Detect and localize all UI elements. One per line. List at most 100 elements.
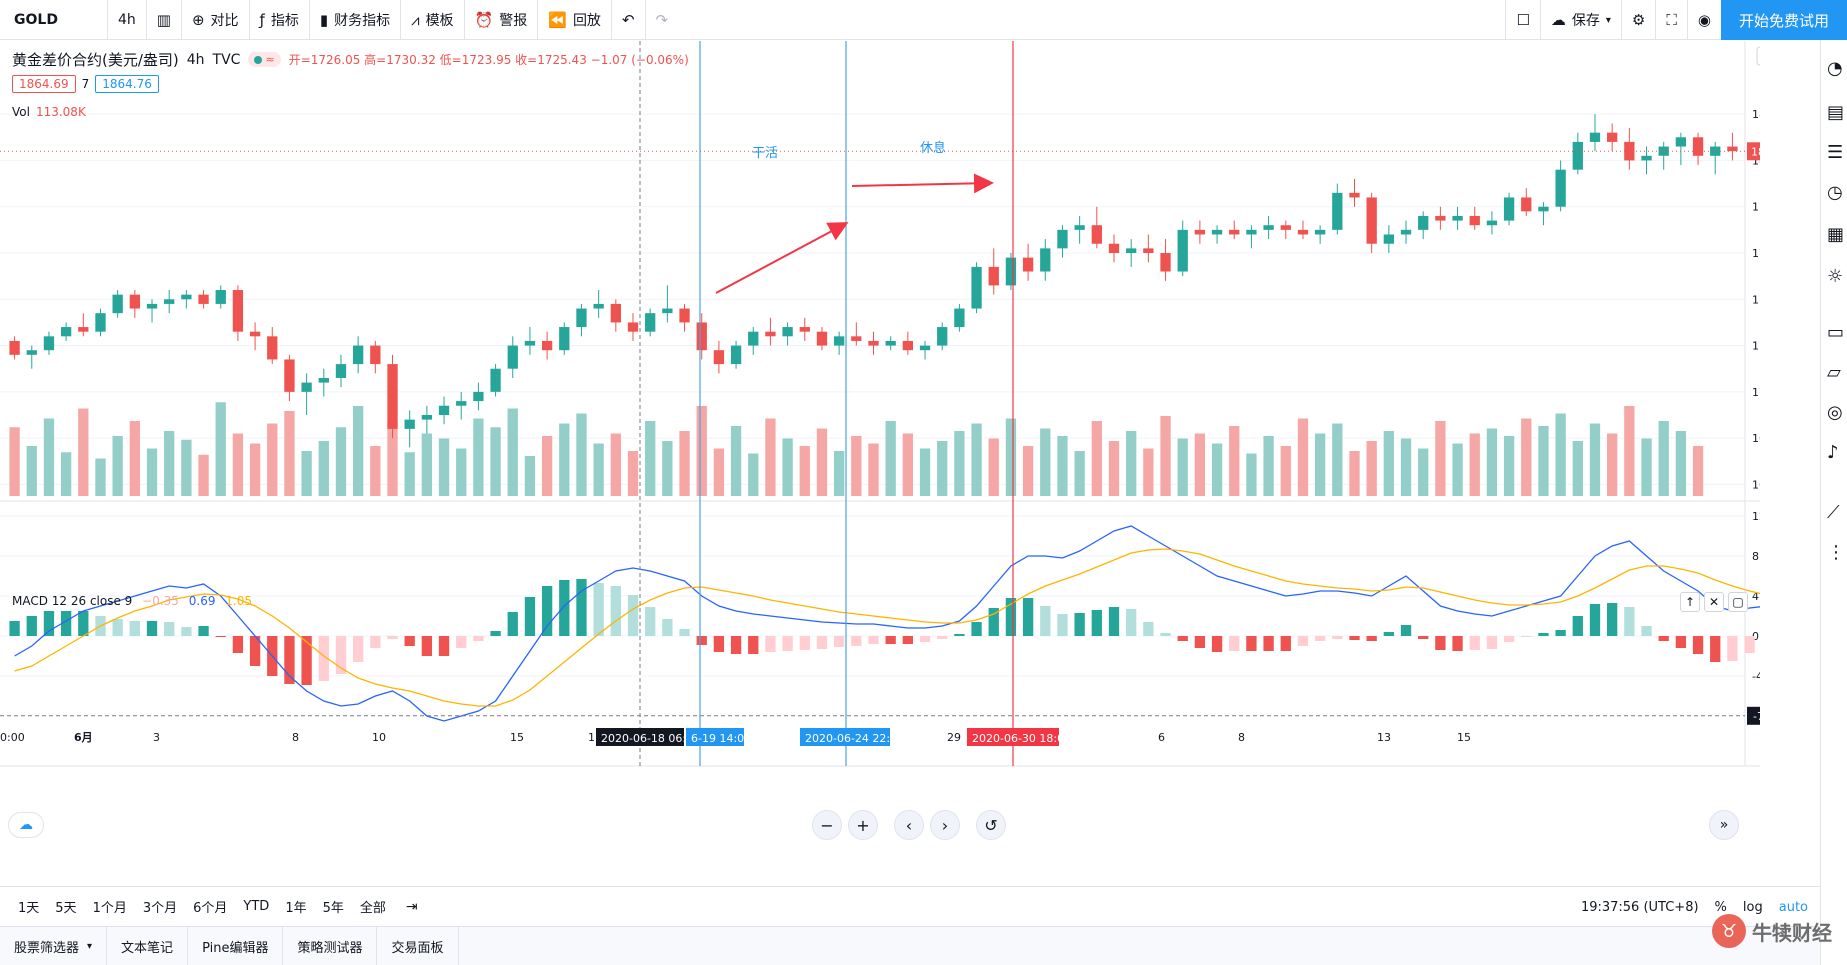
undo-button[interactable]: ↶ [612,0,646,40]
redo-button[interactable]: ↷ [646,0,679,40]
bar-chart-icon: ▮ [319,10,329,29]
volume-bar [1658,421,1669,496]
compare-button[interactable]: ⊕ 对比 [182,0,250,40]
ideas-icon[interactable]: ☼ [1827,266,1844,287]
candle-body [919,345,931,351]
volume-bar [198,454,209,496]
tradingview-logo[interactable]: ☁ [8,812,44,838]
symbol-search[interactable]: GOLD [0,0,108,40]
macd-pane-controls: ↑ ✕ ▢ [1680,592,1748,612]
volume-bar [748,453,759,496]
pane-close-button[interactable]: ✕ [1704,592,1724,612]
time-marker-bg [800,728,890,746]
data-window-icon[interactable]: ☰ [1827,142,1844,163]
percent-toggle[interactable]: % [1714,899,1727,915]
chat-icon[interactable]: ▭ [1827,322,1845,343]
scroll-right-button[interactable]: › [930,810,960,840]
snapshot-button[interactable]: ◉ [1686,0,1721,40]
order-panel-icon[interactable]: ⟋ [1827,502,1840,523]
settings-button[interactable]: ⚙ [1620,0,1655,40]
pane-maximize-button[interactable]: ▢ [1728,592,1748,612]
date-range-bar: 1天 5天 1个月 3个月 6个月 YTD 1年 5年 全部 ⇥ 19:37:5… [0,886,1820,926]
indicators-button[interactable]: ƒ 指标 [250,0,310,40]
watchlist-icon[interactable]: ◔ [1827,58,1843,79]
scroll-left-button[interactable]: ‹ [894,810,924,840]
macd-histogram-bar [833,636,845,647]
panel-trading[interactable]: 交易面板 [377,926,459,965]
candle-body [1555,169,1566,207]
chart-type-button[interactable]: ▥ [147,0,182,40]
candle-body [1366,197,1377,244]
goto-date-icon[interactable]: ⇥ [405,898,418,915]
alert-button[interactable]: ⏰ 警报 [465,0,539,40]
sell-price-tag[interactable]: 1864.69 [12,75,76,93]
volume-bar [851,436,862,496]
candle-body [1469,215,1480,226]
last-price-bg [1747,142,1760,161]
layout-button[interactable]: ☐ [1505,0,1539,40]
streams-icon[interactable]: ◎ [1827,402,1843,423]
pane-up-button[interactable]: ↑ [1680,592,1700,612]
buy-price-tag[interactable]: 1864.76 [95,75,159,93]
zoom-in-button[interactable]: + [848,810,878,840]
replay-button[interactable]: ⏪ 回放 [538,0,612,40]
macd-histogram-bar [1194,636,1206,648]
volume-bar [782,438,793,496]
macd-histogram-bar [610,586,621,636]
panel-text-notes[interactable]: 文本笔记 [107,926,189,965]
volume-bar [765,418,776,496]
fullscreen-button[interactable]: ⛶ [1655,0,1687,40]
status-dot-icon [254,55,263,64]
chart-area[interactable]: 1820.00 1800.00 1780.00 1760.00 1740.00 1720.… [0,41,1760,886]
alerts-icon[interactable]: ▤ [1827,102,1845,123]
range-3m[interactable]: 3个月 [142,901,178,916]
volume-bar [971,423,982,496]
financials-button[interactable]: ▮ 财务指标 [310,0,402,40]
range-all[interactable]: 全部 [359,901,386,916]
reset-chart-button[interactable]: ↺ [976,810,1006,840]
range-1d[interactable]: 1天 [18,901,40,916]
messages-icon[interactable]: ▱ [1827,362,1841,383]
macd-histogram-bar [902,636,914,644]
panel-strategy-tester[interactable]: 策略测试器 [283,926,378,965]
macd-histogram-bar [662,619,673,636]
candle-body [748,331,759,346]
notifications-icon[interactable]: ♪ [1827,442,1839,463]
interval-button[interactable]: 4h [108,0,147,40]
range-1m[interactable]: 1个月 [92,901,127,916]
clock-readout[interactable]: 19:37:56 (UTC+8) [1580,899,1699,915]
candle-body [1727,146,1738,152]
camera-icon: ◉ [1697,11,1711,29]
range-5d[interactable]: 5天 [55,901,77,916]
panel-pine-editor[interactable]: Pine编辑器 [188,926,284,965]
close-icon: ✕ [1708,595,1720,609]
range-1y[interactable]: 1年 [285,901,307,916]
financials-label: 财务指标 [334,12,391,29]
volume-bar [456,448,467,496]
candle-body [833,336,845,346]
range-ytd[interactable]: YTD [243,899,270,914]
candle-body [26,350,37,355]
clock-icon[interactable]: ◷ [1827,182,1843,203]
range-6m[interactable]: 6个月 [193,901,228,916]
market-status-badge[interactable]: ≈ [248,52,281,67]
volume-bar [1641,438,1652,496]
scroll-to-realtime-button[interactable]: » [1709,810,1739,840]
calendar-icon[interactable]: ▦ [1827,224,1845,245]
log-toggle[interactable]: log [1742,899,1763,915]
time-axis-label: 15 [510,731,524,744]
templates-button[interactable]: ⩘ 模板 [401,0,465,40]
plus-icon: + [856,815,870,835]
chart-canvas[interactable]: 1820.00 1800.00 1780.00 1760.00 1740.00 1720.… [0,41,1760,886]
zoom-out-button[interactable]: − [812,810,842,840]
double-chevron-right-icon: » [1719,817,1729,833]
macd-histogram-bar [1314,636,1326,641]
dom-icon[interactable]: ⋮ [1827,542,1845,563]
auto-toggle[interactable]: auto [1778,899,1808,915]
candle-body [473,391,484,402]
indicators-label: 指标 [270,12,299,29]
panel-screener[interactable]: 股票筛选器 ▾ [0,926,108,965]
free-trial-button[interactable]: 开始免费试用 [1720,0,1847,40]
range-5y[interactable]: 5年 [322,901,344,916]
save-button[interactable]: ☁ 保存 ▾ [1539,0,1621,40]
